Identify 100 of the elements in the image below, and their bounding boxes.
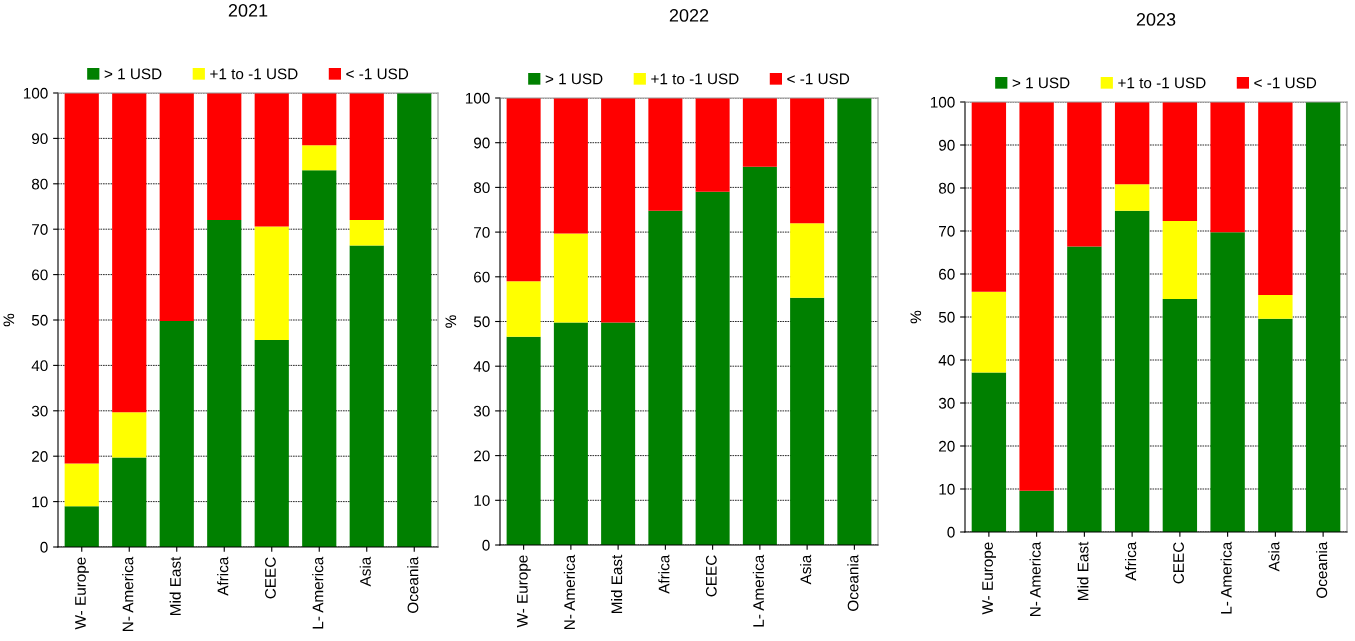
bar	[1019, 102, 1054, 491]
bar	[1114, 210, 1150, 532]
y-tick-label: 20	[939, 440, 955, 452]
bar	[1067, 102, 1102, 247]
bar	[64, 506, 99, 547]
x-tick-label: Africa	[658, 554, 670, 594]
bar	[506, 336, 541, 545]
bar	[1210, 232, 1245, 532]
x-tick-label: Asia	[800, 554, 812, 585]
y-tick-label: 20	[474, 450, 490, 462]
bar	[64, 463, 99, 507]
x-tick-label: Mid East	[1077, 541, 1089, 600]
bar	[254, 339, 289, 547]
bar	[790, 98, 825, 224]
y-tick-label: 80	[473, 182, 490, 194]
x-tick-label: W- Europe	[517, 555, 531, 628]
y-tick-label: 0	[947, 526, 955, 538]
bar	[1258, 318, 1293, 532]
bar	[397, 93, 432, 547]
x-tick-label: CEEC	[265, 557, 276, 599]
bar	[790, 297, 825, 545]
y-tick-label: 80	[938, 182, 955, 194]
y-tick-label: 60	[32, 269, 48, 281]
x-tick-label: Asia	[359, 556, 371, 587]
legend-label: < -1 USD	[1254, 77, 1317, 89]
bar	[112, 93, 147, 413]
y-tick-label: 20	[32, 451, 48, 462]
legend-label: +1 to -1 USD	[651, 73, 739, 85]
legend-label: < -1 USD	[787, 73, 850, 85]
bar	[1305, 102, 1341, 532]
legend-label: > 1 USD	[545, 73, 603, 85]
y-tick-label: 0	[482, 539, 490, 551]
legend-label: +1 to -1 USD	[1118, 77, 1206, 89]
chart-title: 2021	[228, 4, 268, 17]
bar	[349, 245, 384, 547]
bar	[790, 223, 825, 298]
x-tick-label: CEEC	[1173, 542, 1184, 584]
bar	[506, 98, 541, 282]
y-tick-label: 40	[31, 360, 48, 372]
x-tick-label: W- Europe	[982, 542, 996, 615]
y-tick-label: 40	[473, 361, 490, 372]
bar	[648, 210, 683, 545]
bar	[254, 226, 289, 340]
y-tick-label: 10	[32, 496, 48, 508]
x-tick-label: Mid East	[611, 554, 623, 613]
bar	[1162, 102, 1198, 222]
bar	[553, 233, 588, 323]
legend-label: > 1 USD	[1012, 77, 1070, 89]
bar	[506, 281, 541, 337]
y-tick-label: 70	[474, 226, 490, 238]
bar	[302, 145, 337, 171]
y-axis-title: %	[3, 313, 15, 327]
x-tick-label: L- America	[1220, 541, 1232, 614]
bar	[302, 170, 337, 547]
bar	[1019, 490, 1054, 532]
y-tick-label: 80	[31, 178, 48, 190]
y-tick-label: 90	[32, 133, 48, 145]
bar	[837, 98, 872, 545]
bar	[302, 93, 337, 146]
bar	[742, 98, 777, 167]
y-tick-label: 70	[32, 224, 48, 235]
chart-title: 2023	[1136, 13, 1176, 26]
x-tick-label: Oceania	[1316, 541, 1328, 598]
x-tick-label: Oceania	[407, 556, 419, 613]
x-tick-label: N- America	[122, 556, 134, 632]
y-tick-label: 90	[939, 139, 955, 151]
bar	[1162, 221, 1198, 299]
bar	[553, 98, 588, 234]
legend-label: < -1 USD	[346, 68, 409, 80]
bar	[971, 372, 1007, 532]
bar	[971, 291, 1007, 373]
y-tick-label: 30	[31, 405, 48, 417]
bar	[1162, 298, 1198, 532]
y-tick-label: 40	[938, 354, 955, 366]
x-tick-label: L- America	[752, 554, 764, 627]
bar	[349, 220, 384, 246]
bar	[648, 98, 683, 211]
x-tick-label: CEEC	[705, 555, 717, 597]
x-tick-label: N- America	[1029, 541, 1041, 617]
bar	[695, 191, 730, 545]
y-tick-label: 60	[939, 268, 955, 280]
y-tick-label: 10	[474, 495, 490, 506]
y-tick-label: 30	[473, 405, 490, 417]
y-tick-label: 0	[40, 541, 48, 553]
y-tick-label: 100	[465, 92, 490, 104]
x-tick-label: Asia	[1268, 541, 1280, 572]
bar	[601, 322, 636, 545]
bar	[112, 412, 147, 458]
bar	[1067, 246, 1102, 532]
bar	[742, 166, 777, 545]
bar	[1210, 102, 1245, 233]
bar	[1258, 295, 1293, 319]
y-tick-label: 50	[938, 311, 955, 323]
y-axis-title: %	[445, 315, 457, 328]
y-tick-label: 90	[474, 137, 490, 149]
bar	[207, 93, 242, 221]
bar	[601, 98, 636, 323]
bar	[1258, 102, 1293, 296]
bar	[349, 93, 384, 221]
y-tick-label: 50	[473, 316, 490, 328]
